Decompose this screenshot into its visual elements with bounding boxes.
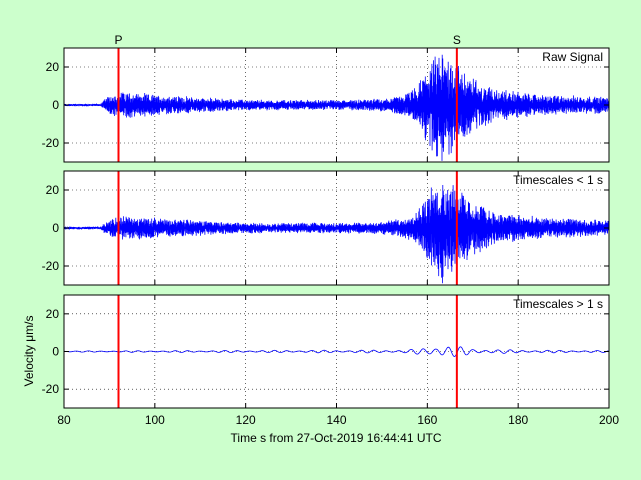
waveform-line bbox=[64, 346, 609, 358]
x-tick-label: 140 bbox=[326, 413, 346, 427]
x-tick-label: 120 bbox=[236, 413, 256, 427]
waveform-line bbox=[63, 184, 610, 284]
panel-3: -20 0 20 Timescales > 1 s 80 100 120 140 160 180 2… bbox=[42, 294, 619, 427]
x-tick-label: 100 bbox=[145, 413, 165, 427]
panel-label: Timescales < 1 s bbox=[513, 173, 603, 187]
x-tick-label: 180 bbox=[508, 413, 528, 427]
phase-label-s: S bbox=[453, 33, 461, 47]
panel-1: -20 0 20 Raw Signal P S bbox=[42, 33, 610, 163]
y-tick-label: 20 bbox=[46, 60, 60, 74]
waveform-line bbox=[63, 54, 610, 161]
y-tick-label: -20 bbox=[42, 136, 60, 150]
y-axis-label: Velocity μm/s bbox=[22, 316, 36, 387]
phase-label-p: P bbox=[114, 33, 122, 47]
panel-label: Raw Signal bbox=[542, 50, 603, 64]
panel-2: -20 0 20 Timescales < 1 s bbox=[42, 170, 610, 286]
x-tick-label: 160 bbox=[417, 413, 437, 427]
y-tick-label: 0 bbox=[52, 98, 59, 112]
y-tick-label: 20 bbox=[46, 183, 60, 197]
y-tick-label: 0 bbox=[52, 221, 59, 235]
x-tick-label: 80 bbox=[57, 413, 71, 427]
y-tick-label: -20 bbox=[42, 382, 60, 396]
x-tick-label: 200 bbox=[599, 413, 619, 427]
panel-label: Timescales > 1 s bbox=[513, 297, 603, 311]
y-tick-label: 20 bbox=[46, 307, 60, 321]
y-tick-label: 0 bbox=[52, 345, 59, 359]
y-tick-label: -20 bbox=[42, 259, 60, 273]
x-axis-label: Time s from 27-Oct-2019 16:44:41 UTC bbox=[231, 431, 442, 445]
